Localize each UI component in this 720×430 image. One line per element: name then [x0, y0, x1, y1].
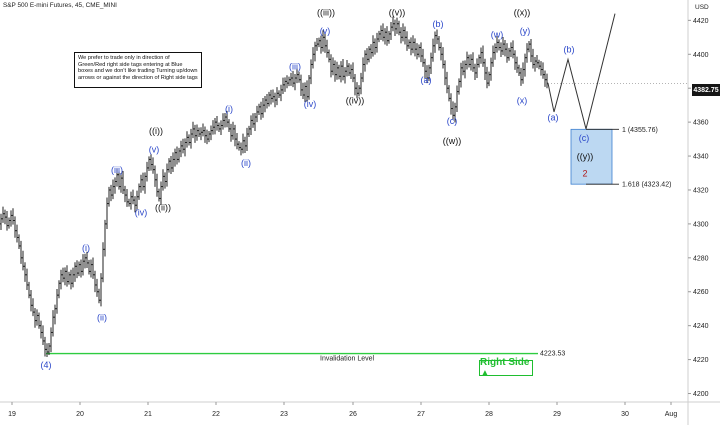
- x-tick-label: 26: [349, 411, 357, 418]
- wave-label: (iii): [289, 62, 301, 72]
- x-tick-label: 20: [76, 411, 84, 418]
- wave-label: (ii): [97, 313, 107, 323]
- invalidation-value: 4223.53: [540, 351, 565, 358]
- y-tick-label: 4240: [693, 323, 709, 330]
- y-tick-label: 4260: [693, 289, 709, 296]
- wave-label: (i): [82, 243, 90, 253]
- x-tick-label: 19: [8, 411, 16, 418]
- x-tick-label: 21: [144, 411, 152, 418]
- currency-label: USD: [695, 4, 709, 11]
- wave-label: (c): [447, 116, 458, 126]
- invalidation-label: Invalidation Level: [320, 356, 375, 363]
- y-tick-label: 4360: [693, 120, 709, 127]
- y-tick-label: 4420: [693, 18, 709, 25]
- wave-label: (iv): [135, 207, 148, 217]
- wave-label: (c): [579, 133, 590, 143]
- wave-label: (w): [491, 29, 504, 39]
- wave-label: (iv): [304, 99, 317, 109]
- wave-label: (ii): [241, 158, 251, 168]
- y-tick-label: 4300: [693, 221, 709, 228]
- wave-label: (a): [548, 112, 559, 122]
- x-tick-label: 28: [485, 411, 493, 418]
- x-tick-label: 22: [212, 411, 220, 418]
- chart-title: S&P 500 E-mini Futures, 45, CME_MINI: [3, 2, 117, 9]
- x-tick-label: 27: [417, 411, 425, 418]
- wave-label: ((iv)): [346, 95, 365, 105]
- wave-label: (4): [41, 360, 52, 370]
- right-side-tag: Right Side ▲: [479, 357, 533, 379]
- wave-label: (y): [520, 26, 531, 36]
- x-tick-label: 30: [621, 411, 629, 418]
- y-tick-label: 4320: [693, 187, 709, 194]
- trading-note: We prefer to trade only in direction of …: [74, 52, 202, 88]
- wave-label: (x): [517, 95, 528, 105]
- wave-label: (v): [149, 145, 160, 155]
- wave-label: ((y)): [577, 151, 594, 161]
- wave-label: (a): [421, 75, 432, 85]
- projection-path: [547, 13, 616, 130]
- wave-label: ((ii)): [155, 202, 171, 212]
- wave-label: ((i)): [149, 126, 163, 136]
- wave-label: ((v)): [389, 7, 406, 17]
- x-tick-label: 23: [280, 411, 288, 418]
- wave-label: (i): [225, 104, 233, 114]
- y-tick-label: 4400: [693, 52, 709, 59]
- x-tick-label: Aug: [665, 411, 678, 418]
- y-tick-label: 4220: [693, 357, 709, 364]
- wave-label: (v): [320, 26, 331, 36]
- wave-label: ((iii)): [317, 7, 335, 17]
- y-tick-label: 4340: [693, 154, 709, 161]
- wave-label: (b): [564, 45, 575, 55]
- y-tick-label: 4200: [693, 391, 709, 398]
- y-tick-label: 4280: [693, 255, 709, 262]
- wave-label: (b): [433, 19, 444, 29]
- fib-label: 1 (4355.76): [622, 127, 658, 134]
- last-price-badge: 4382.75: [692, 84, 720, 96]
- wave-label: (iii): [111, 165, 123, 175]
- wave-label: ((w)): [443, 136, 462, 146]
- wave-label: ((x)): [514, 7, 531, 17]
- x-tick-label: 29: [553, 411, 561, 418]
- fib-label: 1.618 (4323.42): [622, 182, 671, 189]
- wave-label: 2: [582, 168, 587, 178]
